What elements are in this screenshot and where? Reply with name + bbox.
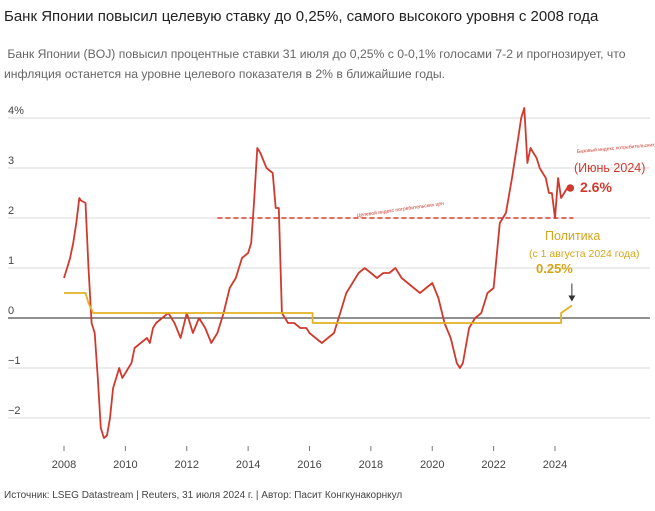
x-tick-label: 2024 (543, 459, 567, 471)
y-tick-label: −2 (8, 405, 21, 417)
y-tick-label: 0 (8, 305, 14, 317)
x-tick-label: 2018 (359, 459, 383, 471)
y-tick-label: 2 (8, 205, 14, 217)
x-tick-label: 2010 (113, 459, 137, 471)
cpi-series-label: Базовый индекс потребительских цен (577, 140, 655, 155)
y-axis-labels: 4% 3 2 1 0 −1 −2 (8, 105, 24, 417)
gridlines (8, 117, 650, 419)
y-tick-label: −1 (8, 355, 21, 367)
cpi-annotation: (Июнь 2024) (574, 161, 645, 175)
subtitle-line-1: Банк Японии (BOJ) повысил процентные ста… (4, 47, 626, 61)
x-axis-labels: 2008 2010 2012 2014 2016 2018 2020 2022 2024 (52, 446, 567, 471)
x-tick-label: 2020 (420, 459, 444, 471)
y-tick-label: 4% (8, 105, 24, 117)
policy-value-label: 0.25% (536, 261, 573, 276)
x-tick-label: 2016 (297, 459, 321, 471)
series-line-policy-rate (64, 292, 573, 324)
target-cpi-label: Целевой индекс потребительских цен (356, 200, 444, 219)
source-note: Источник: LSEG Datastream | Reuters, 31 … (4, 490, 403, 501)
series-line-core-cpi (63, 107, 569, 439)
x-tick-label: 2008 (52, 459, 76, 471)
subtitle-line-2: инфляция останется на уровне целевого по… (4, 67, 445, 81)
policy-series-label: Политика (545, 229, 600, 243)
y-tick-label: 1 (8, 255, 14, 267)
chart-title: Банк Японии повысил целевую ставку до 0,… (4, 8, 599, 25)
chart-subtitle: Банк Японии (BOJ) повысил процентные ста… (4, 44, 644, 84)
x-tick-label: 2014 (236, 459, 260, 471)
cpi-last-point (566, 184, 575, 192)
x-tick-label: 2022 (481, 459, 505, 471)
policy-arrowhead-icon (568, 295, 576, 302)
y-tick-label: 3 (8, 155, 14, 167)
policy-annotation: (с 1 августа 2024 года) (529, 248, 639, 260)
x-tick-label: 2012 (175, 459, 199, 471)
cpi-value-label: 2.6% (580, 179, 612, 195)
